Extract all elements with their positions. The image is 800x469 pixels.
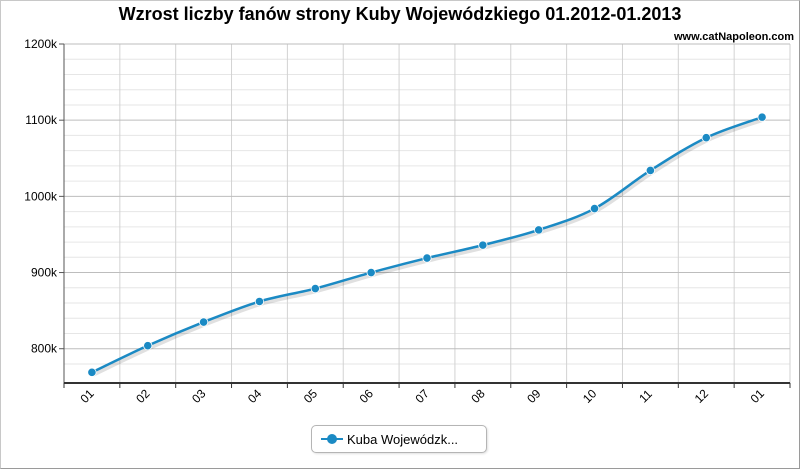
x-tick-label: 12 [692,386,712,406]
x-tick-label: 10 [580,386,600,406]
data-point [757,112,767,122]
y-tick-label: 900k [31,266,58,280]
data-point [143,341,153,351]
data-point [701,133,711,143]
plot-area [64,44,790,383]
y-tick-label: 1100k [25,113,58,127]
data-point [87,367,97,377]
x-tick-label: 09 [524,386,544,406]
x-tick-label: 07 [412,386,432,406]
legend-series-marker-icon [321,433,343,445]
legend-series-label: Kuba Wojewódzk... [347,431,459,447]
data-point [310,283,320,294]
data-point [534,225,544,235]
y-tick-label: 1000k [24,189,58,203]
x-tick-label: 02 [133,386,153,406]
data-point [478,240,488,250]
x-tick-label: 08 [468,386,488,406]
y-tick-label: 1200k [24,37,58,51]
x-tick-label: 04 [245,386,265,406]
x-tick-label: 03 [189,386,209,406]
chart-title: Wzrost liczby fanów strony Kuby Wojewódz… [118,4,682,24]
watermark-text: www.catNapoleon.com [673,31,794,43]
x-tick-label: 01 [77,386,97,406]
y-tick-label: 800k [31,342,58,356]
data-point [589,203,600,214]
legend[interactable]: Kuba Wojewódzk... [311,425,487,453]
data-point [199,317,209,327]
data-point [366,267,376,278]
x-tick-label: 01 [748,386,768,406]
x-tick-label: 05 [301,386,321,406]
data-point [254,296,265,307]
data-point [645,165,655,176]
data-point [422,253,432,263]
x-tick-label: 11 [636,387,655,406]
x-tick-label: 06 [357,386,377,406]
